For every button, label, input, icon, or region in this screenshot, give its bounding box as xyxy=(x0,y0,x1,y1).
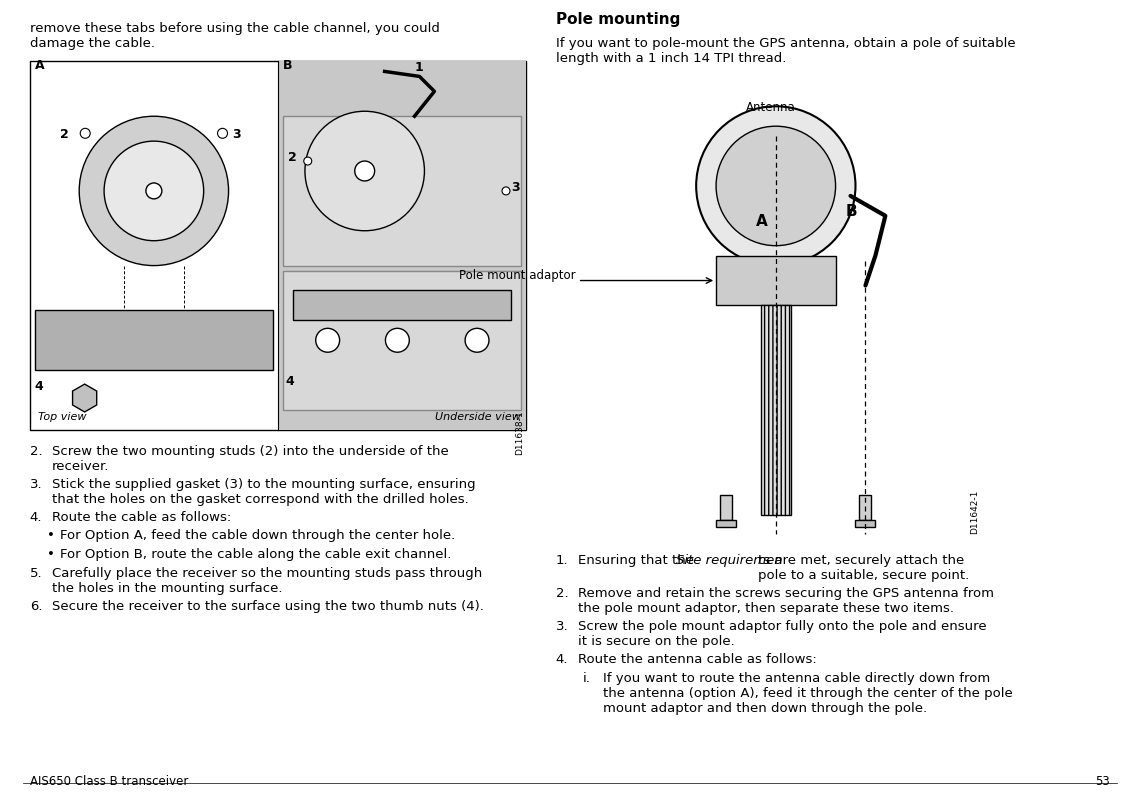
Text: 3.: 3. xyxy=(555,620,568,633)
Text: 3.: 3. xyxy=(30,478,42,491)
Text: •: • xyxy=(47,549,55,562)
Text: Top view: Top view xyxy=(38,412,86,422)
Text: 4.: 4. xyxy=(555,653,568,666)
Text: 53: 53 xyxy=(1096,776,1111,788)
Text: 1.: 1. xyxy=(555,554,568,567)
Circle shape xyxy=(355,161,374,181)
Text: Antenna: Antenna xyxy=(745,102,796,115)
Circle shape xyxy=(502,187,510,195)
Text: 2.: 2. xyxy=(555,587,568,600)
Text: 5.: 5. xyxy=(30,567,42,580)
Text: Remove and retain the screws securing the GPS antenna from
the pole mount adapto: Remove and retain the screws securing th… xyxy=(578,587,994,615)
Text: D11642-1: D11642-1 xyxy=(970,490,979,534)
Bar xyxy=(716,256,836,305)
Bar xyxy=(716,520,736,528)
Text: Secure the receiver to the surface using the two thumb nuts (4).: Secure the receiver to the surface using… xyxy=(52,600,483,613)
Bar xyxy=(720,495,732,520)
Circle shape xyxy=(386,328,409,352)
Text: Screw the two mounting studs (2) into the underside of the
receiver.: Screw the two mounting studs (2) into th… xyxy=(52,445,449,473)
Text: •: • xyxy=(47,529,55,542)
Circle shape xyxy=(303,157,311,165)
Text: If you want to pole-mount the GPS antenna, obtain a pole of suitable
length with: If you want to pole-mount the GPS antenn… xyxy=(555,36,1016,65)
Circle shape xyxy=(465,328,489,352)
Text: 1: 1 xyxy=(414,61,424,74)
Text: B: B xyxy=(283,60,292,73)
Text: Pole mounting: Pole mounting xyxy=(555,11,680,27)
Text: Route the antenna cable as follows:: Route the antenna cable as follows: xyxy=(578,653,816,666)
Circle shape xyxy=(316,328,340,352)
Text: Underside view: Underside view xyxy=(435,412,521,422)
Circle shape xyxy=(218,128,228,138)
Text: For Option A, feed the cable down through the center hole.: For Option A, feed the cable down throug… xyxy=(60,529,455,542)
Text: 2: 2 xyxy=(61,128,69,141)
Text: 4: 4 xyxy=(34,380,44,393)
Text: D11638-1: D11638-1 xyxy=(515,410,524,454)
Text: 3: 3 xyxy=(232,128,242,141)
Circle shape xyxy=(79,116,229,266)
Text: Carefully place the receiver so the mounting studs pass through
the holes in the: Carefully place the receiver so the moun… xyxy=(52,567,482,596)
Text: remove these tabs before using the cable channel, you could
damage the cable.: remove these tabs before using the cable… xyxy=(30,22,440,50)
Bar xyxy=(34,311,273,370)
Circle shape xyxy=(104,141,204,240)
Text: Site requiremen: Site requiremen xyxy=(677,554,783,567)
Circle shape xyxy=(696,107,855,266)
Text: For Option B, route the cable along the cable exit channel.: For Option B, route the cable along the … xyxy=(60,549,451,562)
Text: AIS650 Class B transceiver: AIS650 Class B transceiver xyxy=(30,776,188,788)
Text: Ensuring that the: Ensuring that the xyxy=(578,554,698,567)
Text: Screw the pole mount adaptor fully onto the pole and ensure
it is secure on the : Screw the pole mount adaptor fully onto … xyxy=(578,620,986,648)
Text: 4.: 4. xyxy=(30,511,42,524)
Bar xyxy=(855,520,876,528)
Text: Pole mount adaptor: Pole mount adaptor xyxy=(459,269,576,282)
Text: 3: 3 xyxy=(511,181,520,194)
Text: If you want to route the antenna cable directly down from
the antenna (option A): If you want to route the antenna cable d… xyxy=(602,672,1012,715)
Bar xyxy=(278,61,526,430)
Bar xyxy=(860,495,871,520)
Text: i.: i. xyxy=(583,672,591,685)
Polygon shape xyxy=(72,384,96,412)
Circle shape xyxy=(716,126,836,245)
Bar xyxy=(283,116,521,266)
Text: B: B xyxy=(845,204,858,219)
Text: ts are met, securely attach the
pole to a suitable, secure point.: ts are met, securely attach the pole to … xyxy=(758,554,970,583)
Text: Route the cable as follows:: Route the cable as follows: xyxy=(52,511,231,524)
Circle shape xyxy=(145,183,161,199)
Text: A: A xyxy=(756,214,767,228)
Text: 2: 2 xyxy=(287,151,297,164)
Circle shape xyxy=(80,128,90,138)
Bar xyxy=(293,291,511,320)
Circle shape xyxy=(305,111,425,231)
Bar xyxy=(30,61,526,430)
Bar xyxy=(283,270,521,410)
Text: A: A xyxy=(34,60,45,73)
Text: 2.: 2. xyxy=(30,445,42,458)
Text: 4: 4 xyxy=(286,375,294,388)
Text: Stick the supplied gasket (3) to the mounting surface, ensuring
that the holes o: Stick the supplied gasket (3) to the mou… xyxy=(52,478,475,506)
Text: 6.: 6. xyxy=(30,600,42,613)
Bar xyxy=(761,305,791,515)
